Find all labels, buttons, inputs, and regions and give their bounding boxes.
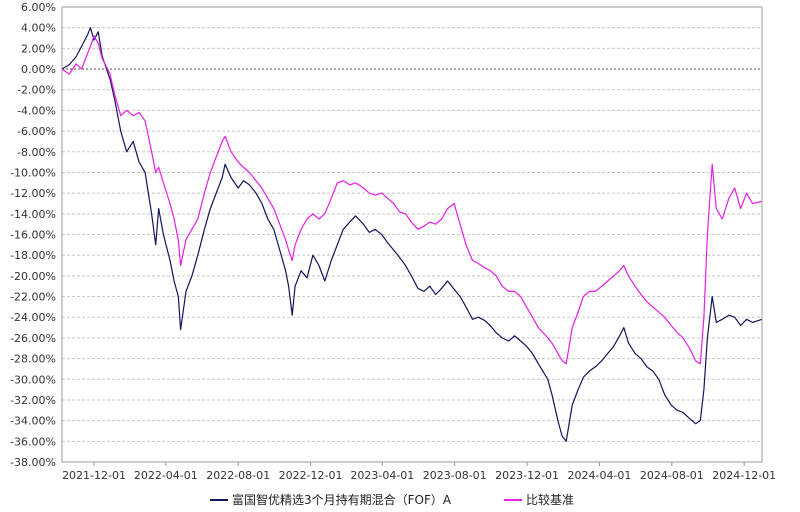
x-tick-label: 2023-08-01 <box>423 469 487 482</box>
y-axis: 6.00% 4.00% 2.00% 0.00% -2.00% -4.00% -6.00% -8… <box>10 1 56 469</box>
series-line-benchmark <box>61 35 763 365</box>
y-tick-label: -18.00% <box>10 249 56 262</box>
y-tick-label: -28.00% <box>10 353 56 366</box>
y-tick-label: -36.00% <box>10 435 56 448</box>
x-tick-label: 2022-08-01 <box>206 469 270 482</box>
y-tick-label: 2.00% <box>21 42 56 55</box>
y-tick-label: -22.00% <box>10 291 56 304</box>
series-line-fund <box>61 27 763 442</box>
x-axis: 2021-12-01 2022-04-01 2022-08-01 2022-12-01… <box>62 462 776 482</box>
y-tick-label: -2.00% <box>17 84 56 97</box>
x-tick-label: 2023-04-01 <box>350 469 414 482</box>
y-tick-label: -16.00% <box>10 229 56 242</box>
y-tick-label: -10.00% <box>10 166 56 179</box>
plot-frame <box>61 6 763 463</box>
legend-label-fund: 富国智优精选3个月持有期混合（FOF）A <box>232 492 452 507</box>
y-tick-label: 0.00% <box>21 63 56 76</box>
x-tick-label: 2022-12-01 <box>279 469 343 482</box>
x-tick-label: 2021-12-01 <box>62 469 126 482</box>
y-tick-label: -6.00% <box>17 125 56 138</box>
y-tick-label: -26.00% <box>10 332 56 345</box>
x-tick-label: 2024-08-01 <box>640 469 704 482</box>
legend: 富国智优精选3个月持有期混合（FOF）A 比较基准 <box>210 492 574 507</box>
y-tick-label: -8.00% <box>17 146 56 159</box>
x-tick-label: 2023-12-01 <box>495 469 559 482</box>
legend-label-benchmark: 比较基准 <box>526 492 574 507</box>
y-tick-label: -32.00% <box>10 394 56 407</box>
y-tick-label: -24.00% <box>10 311 56 324</box>
y-tick-label: 6.00% <box>21 1 56 14</box>
grid-layer <box>62 6 762 463</box>
y-tick-label: -38.00% <box>10 456 56 469</box>
y-tick-label: -14.00% <box>10 208 56 221</box>
x-tick-label: 2024-04-01 <box>567 469 631 482</box>
x-tick-label: 2022-04-01 <box>134 469 198 482</box>
y-tick-label: -20.00% <box>10 270 56 283</box>
y-tick-label: -34.00% <box>10 415 56 428</box>
y-tick-label: -12.00% <box>10 187 56 200</box>
y-tick-label: -30.00% <box>10 373 56 386</box>
series-layer <box>61 27 763 442</box>
x-tick-label: 2024-12-01 <box>712 469 776 482</box>
y-tick-label: 4.00% <box>21 22 56 35</box>
y-tick-label: -4.00% <box>17 104 56 117</box>
